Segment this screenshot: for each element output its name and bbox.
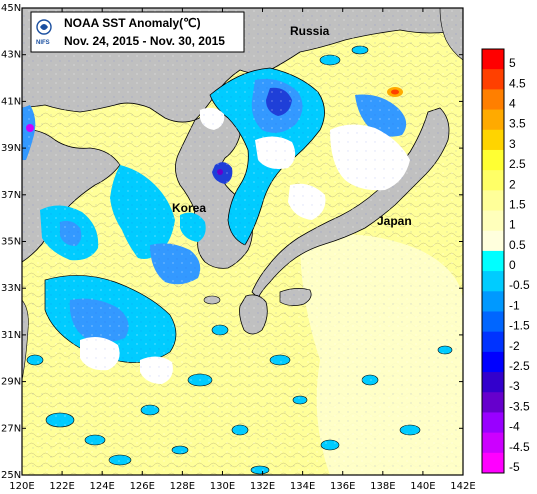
lon-tick-label: 130E	[210, 481, 235, 492]
colorbar-swatch	[482, 250, 504, 272]
colorbar-swatch	[482, 331, 504, 353]
longitude-axis: 120E 122E 124E 126E 128E 130E 132E 134E 136E 138E…	[9, 8, 476, 492]
lon-tick-label: 126E	[130, 481, 155, 492]
colorbar-label: -0.5	[509, 278, 530, 292]
lat-tick-label: 29N	[1, 377, 21, 388]
colorbar-swatch	[482, 271, 504, 292]
warm-spot-core	[391, 89, 399, 95]
lat-tick-label: 25N	[1, 470, 21, 481]
nifs-logo: NIFS	[36, 19, 52, 46]
colorbar-swatch	[482, 190, 504, 212]
lat-tick-label: 35N	[1, 237, 21, 248]
colorbar-label: 5	[509, 56, 516, 70]
colorbar-label: -3.5	[509, 399, 530, 413]
colorbar-swatch	[482, 49, 504, 70]
lon-tick-label: 142E	[450, 481, 475, 492]
title-box: NIFS NOAA SST Anomaly(℃) Nov. 24, 2015 -…	[30, 11, 245, 53]
colorbar-label: 2.5	[509, 157, 526, 171]
lon-tick-label: 136E	[330, 481, 355, 492]
colorbar-swatch	[482, 351, 504, 373]
colorbar-swatch	[482, 392, 504, 413]
colorbar-swatch	[482, 432, 504, 454]
colorbar-swatch	[482, 311, 504, 333]
place-label-russia: Russia	[290, 24, 330, 38]
lon-tick-label: 124E	[89, 481, 114, 492]
colorbar-swatch	[482, 452, 504, 474]
colorbar-label: -3	[509, 379, 520, 393]
colorbar-swatch	[482, 109, 504, 131]
lat-tick-label: 41N	[1, 96, 21, 107]
lon-tick-label: 140E	[410, 481, 435, 492]
colorbar-frame	[481, 48, 505, 474]
colorbar-label: 4	[509, 97, 516, 111]
colorbar-swatch	[482, 129, 504, 151]
colorbar-swatch	[482, 89, 504, 111]
colorbar-label: 4.5	[509, 76, 526, 90]
lon-tick-label: 134E	[290, 481, 315, 492]
lat-tick-label: 37N	[1, 190, 21, 201]
latitude-axis: 45N 43N 41N 39N 37N 35N 33N 31N 29N 27N 25N	[1, 3, 463, 481]
map-date-range: Nov. 24, 2015 - Nov. 30, 2015	[64, 34, 225, 48]
lat-tick-label: 39N	[1, 143, 21, 154]
colorbar-swatch	[482, 149, 504, 171]
colorbar-swatch	[482, 412, 504, 434]
colorbar-label: -4	[509, 420, 520, 434]
lon-tick-label: 120E	[9, 481, 34, 492]
texture-speckle	[22, 8, 463, 475]
colorbar-label: 2	[509, 177, 516, 191]
place-label-korea: Korea	[172, 201, 206, 215]
colorbar-swatch	[482, 291, 504, 312]
title-box-frame	[30, 11, 245, 53]
colorbar-label: -4.5	[509, 440, 530, 454]
map-panel	[22, 8, 463, 475]
lat-tick-label: 33N	[1, 283, 21, 294]
colorbar-label: 3.5	[509, 117, 526, 131]
colorbar-label: -2.5	[509, 359, 530, 373]
colorbar-label: 0.5	[509, 238, 526, 252]
lon-tick-label: 138E	[370, 481, 395, 492]
colorbar-swatch	[482, 210, 504, 232]
lat-tick-label: 27N	[1, 423, 21, 434]
colorbar-label: 0	[509, 258, 516, 272]
colorbar-label: -2	[509, 339, 520, 353]
colorbar-label: 1.5	[509, 197, 526, 211]
colorbar-swatch	[482, 230, 504, 252]
very-cold-spot-2	[217, 169, 223, 175]
colorbar-swatch	[482, 372, 504, 393]
colorbar-label: 3	[509, 137, 516, 151]
very-cold-spot	[26, 124, 34, 132]
lat-tick-label: 43N	[1, 50, 21, 61]
place-label-japan: Japan	[377, 214, 412, 228]
colorbar-swatch	[482, 170, 504, 191]
lon-tick-label: 122E	[49, 481, 74, 492]
colorbar-swatch	[482, 69, 504, 90]
colorbar-label: -5	[509, 460, 520, 474]
lon-tick-label: 132E	[250, 481, 275, 492]
lon-tick-label: 128E	[170, 481, 195, 492]
colorbar-label: -1	[509, 298, 520, 312]
logo-text: NIFS	[36, 40, 50, 46]
map-title: NOAA SST Anomaly(℃)	[64, 16, 201, 30]
colorbar: 5 4.5 4 3.5 3 2.5 2 1.5 1 0.5 0 -0.5 -1 -1.5 -2 -2.5 -3 -…	[481, 48, 530, 474]
colorbar-label: 1	[509, 218, 516, 232]
lat-tick-label: 45N	[1, 3, 21, 14]
lat-tick-label: 31N	[1, 330, 21, 341]
colorbar-label: -1.5	[509, 319, 530, 333]
